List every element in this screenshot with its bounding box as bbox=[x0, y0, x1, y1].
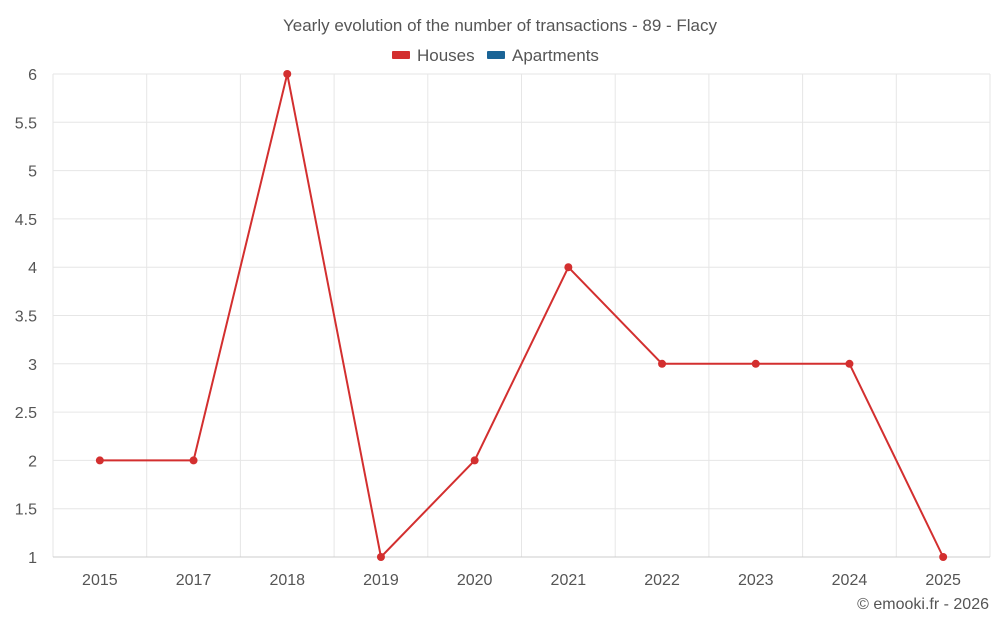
data-point-houses[interactable] bbox=[751, 359, 760, 368]
x-tick-label: 2015 bbox=[82, 572, 118, 589]
data-point-houses[interactable] bbox=[283, 70, 292, 78]
x-tick-label: 2018 bbox=[269, 572, 305, 589]
legend: Houses Apartments bbox=[392, 46, 599, 65]
data-point-houses[interactable] bbox=[564, 263, 573, 272]
y-tick-label: 6 bbox=[28, 67, 37, 84]
y-tick-label: 2 bbox=[28, 453, 37, 470]
x-tick-label: 2020 bbox=[457, 572, 493, 589]
legend-swatch-apartments bbox=[487, 51, 505, 59]
data-point-houses[interactable] bbox=[939, 553, 948, 561]
y-tick-label: 2.5 bbox=[15, 405, 37, 422]
x-tick-label: 2024 bbox=[832, 572, 868, 589]
y-tick-label: 3 bbox=[28, 357, 37, 374]
legend-item-houses[interactable]: Houses bbox=[392, 46, 475, 65]
y-tick-label: 5.5 bbox=[15, 115, 37, 132]
data-point-houses[interactable] bbox=[95, 456, 104, 465]
series-line-houses bbox=[98, 73, 945, 558]
x-tick-label: 2023 bbox=[738, 572, 774, 589]
y-tick-label: 1.5 bbox=[15, 502, 37, 519]
x-tick-label: 2017 bbox=[176, 572, 212, 589]
y-tick-label: 5 bbox=[28, 164, 37, 181]
data-point-houses[interactable] bbox=[658, 359, 667, 368]
x-tick-label: 2025 bbox=[925, 572, 961, 589]
y-tick-label: 4.5 bbox=[15, 212, 37, 229]
x-tick-label: 2021 bbox=[551, 572, 587, 589]
x-tick-label: 2019 bbox=[363, 572, 399, 589]
data-point-houses[interactable] bbox=[189, 456, 198, 465]
legend-swatch-houses bbox=[392, 51, 410, 59]
x-axis-ticks: 2015 2017 2018 2019 2020 2021 2022 2023 2024 2025 bbox=[82, 572, 961, 589]
credit-text: © emooki.fr - 2026 bbox=[857, 596, 989, 613]
data-point-houses[interactable] bbox=[845, 359, 854, 368]
y-tick-label: 4 bbox=[28, 260, 37, 277]
legend-label-houses: Houses bbox=[417, 46, 475, 65]
y-tick-label: 1 bbox=[28, 550, 37, 567]
chart-title: Yearly evolution of the number of transa… bbox=[283, 16, 718, 35]
y-axis-ticks: 1 1.5 2 2.5 3 3.5 4 4.5 5 5.5 6 bbox=[15, 67, 37, 567]
grid bbox=[52, 73, 991, 557]
legend-item-apartments[interactable]: Apartments bbox=[487, 46, 599, 65]
data-point-houses[interactable] bbox=[376, 553, 385, 561]
y-tick-label: 3.5 bbox=[15, 309, 37, 326]
series-layer bbox=[95, 70, 948, 561]
legend-label-apartments: Apartments bbox=[512, 46, 599, 65]
x-tick-label: 2022 bbox=[644, 572, 680, 589]
data-point-houses[interactable] bbox=[470, 456, 479, 465]
